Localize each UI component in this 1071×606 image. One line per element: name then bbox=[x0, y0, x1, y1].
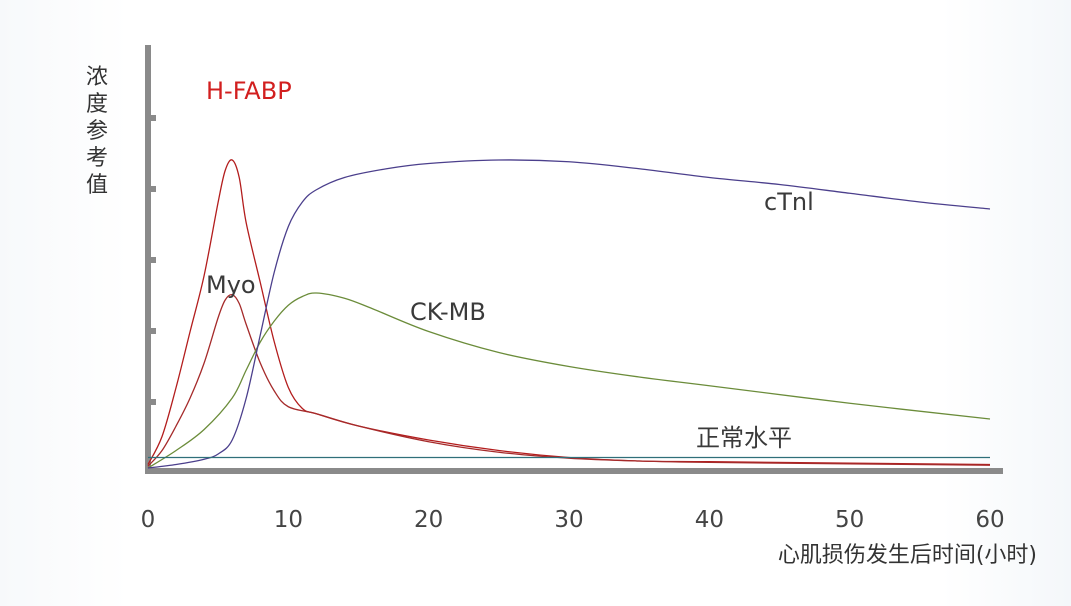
y-axis-title-char: 度 bbox=[86, 92, 108, 117]
axes: 0 10 20 30 40 50 60 bbox=[141, 45, 1005, 533]
x-tick-label: 60 bbox=[975, 507, 1004, 533]
y-axis-title-char: 考 bbox=[86, 146, 108, 171]
x-tick-label: 40 bbox=[695, 507, 724, 533]
y-axis-title-char: 浓 bbox=[86, 65, 108, 90]
series-line-ctnl bbox=[147, 159, 991, 469]
series-line-h-fabp bbox=[147, 159, 991, 466]
x-axis-tick-labels: 0 10 20 30 40 50 60 bbox=[141, 507, 1005, 533]
series-label-myo: Myo bbox=[206, 271, 256, 299]
series-line-myo bbox=[147, 294, 991, 467]
series-lines bbox=[147, 159, 991, 469]
x-tick-label: 50 bbox=[835, 507, 864, 533]
y-axis-title-char: 值 bbox=[86, 173, 108, 198]
series-labels: H-FABP Myo CK-MB cTnl 正常水平 bbox=[206, 77, 814, 452]
series-label-ck-mb: CK-MB bbox=[410, 298, 486, 326]
x-tick-label: 30 bbox=[554, 507, 583, 533]
x-tick-label: 0 bbox=[141, 507, 156, 533]
x-tick-label: 10 bbox=[274, 507, 303, 533]
series-line-ck-mb bbox=[147, 292, 991, 469]
x-axis-title: 心肌损伤发生后时间(小时) bbox=[778, 543, 1037, 568]
y-axis-title-char: 参 bbox=[86, 119, 108, 144]
series-label-ctnl: cTnl bbox=[764, 188, 814, 216]
series-label-h-fabp: H-FABP bbox=[206, 77, 292, 105]
series-label-normal-level: 正常水平 bbox=[696, 424, 792, 452]
y-axis-ticks bbox=[148, 115, 156, 405]
x-tick-label: 20 bbox=[414, 507, 443, 533]
